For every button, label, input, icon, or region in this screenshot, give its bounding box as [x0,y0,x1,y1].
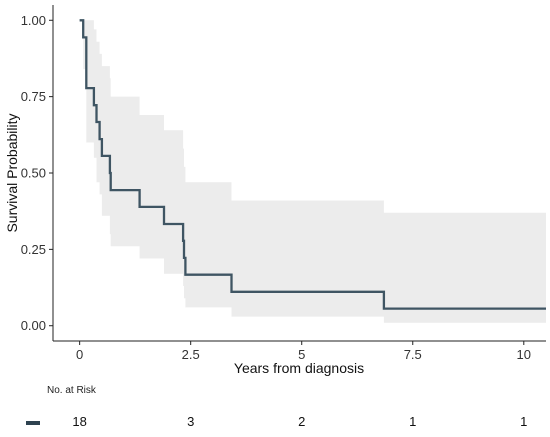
y-tick-label: 0.50 [21,166,46,181]
risk-strata-swatch [26,421,40,425]
risk-table-row: 18 3 2 1 1 [0,413,550,433]
survival-curve [79,19,546,310]
x-axis-title: Years from diagnosis [234,360,364,376]
risk-table-title: No. at Risk [47,385,96,396]
x-tick-label: 5 [298,347,305,362]
y-axis-title: Survival Probability [4,113,20,232]
y-ticks: 0.00 0.25 0.50 0.75 1.00 [21,13,53,333]
risk-count: 1 [520,414,528,429]
risk-count: 18 [72,414,87,429]
risk-count: 1 [409,414,417,429]
y-tick-label: 0.75 [21,89,46,104]
x-ticks: 0 2.5 5 7.5 10 [76,341,531,362]
confidence-band-layer [79,20,546,323]
y-tick-label: 0.25 [21,242,46,257]
y-tick-label: 1.00 [21,13,46,28]
y-tick-label: 0.00 [21,318,46,333]
survival-curve-layer [79,19,546,310]
x-tick-label: 10 [517,347,531,362]
x-tick-label: 7.5 [404,347,422,362]
risk-count: 2 [298,414,306,429]
x-tick-label: 0 [76,347,83,362]
x-tick-label: 2.5 [182,347,200,362]
confidence-band [79,20,546,323]
risk-count: 3 [187,414,195,429]
survival-chart: 0.00 0.25 0.50 0.75 1.00 0 2.5 5 7.5 10 Years fr… [4,5,546,376]
